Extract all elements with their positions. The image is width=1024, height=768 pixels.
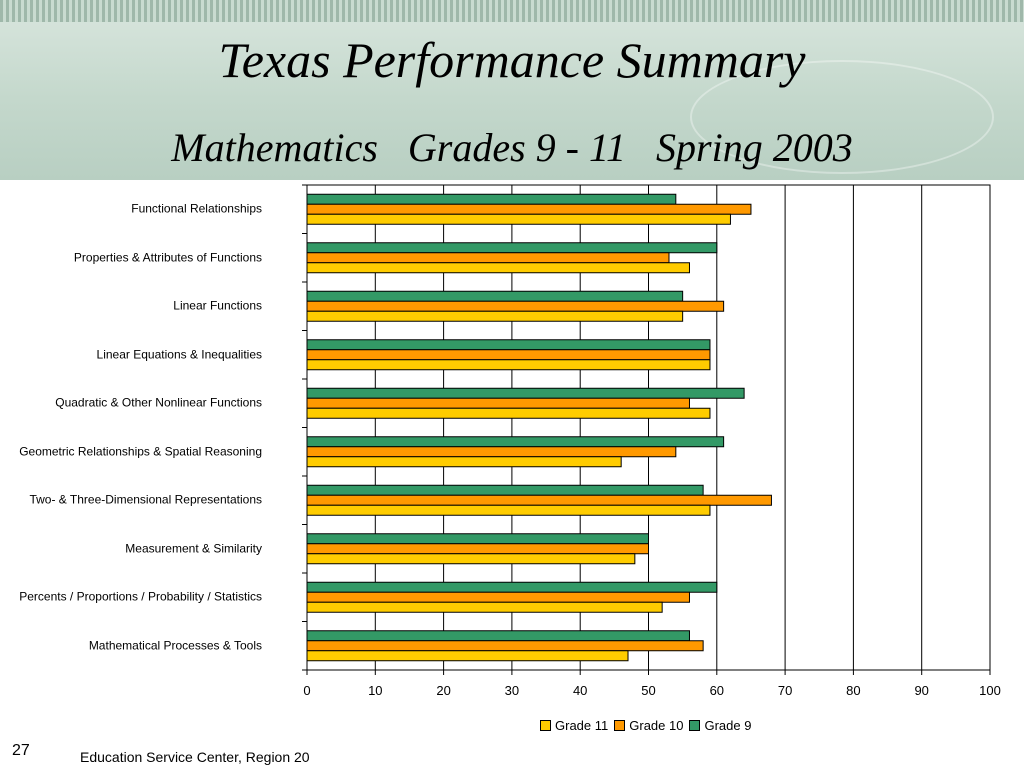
category-label: Geometric Relationships & Spatial Reason… [19, 444, 262, 459]
x-tick-label: 20 [436, 683, 450, 698]
chart-area: 0 10 20 30 40 50 60 70 80 90 100 Functional Relati… [0, 180, 1024, 740]
legend-item: Grade 11 [540, 718, 608, 733]
bar-grade9 [306, 387, 745, 399]
category-label: Quadratic & Other Nonlinear Functions [55, 395, 262, 410]
chart-legend: Grade 11 Grade 10 Grade 9 [540, 715, 757, 735]
bar-grade10 [306, 397, 690, 409]
legend-label: Grade 9 [704, 717, 752, 733]
category-label: Functional Relationships [131, 201, 262, 216]
legend-label: Grade 10 [629, 717, 684, 733]
bar-grade9 [306, 436, 725, 448]
header-band [0, 0, 1024, 180]
bar-grade9 [306, 630, 690, 642]
bar-grade10 [306, 640, 704, 652]
legend-item: Grade 9 [689, 718, 751, 733]
header-stripe [0, 0, 1024, 22]
bar-grade10 [306, 252, 670, 264]
bar-grade9 [306, 581, 718, 593]
category-label: Linear Functions [173, 298, 262, 313]
x-tick-label: 80 [846, 683, 860, 698]
legend-item: Grade 10 [614, 718, 683, 733]
bar-grade10 [306, 349, 711, 361]
slide-number: 27 [12, 742, 30, 759]
x-tick-label: 50 [641, 683, 655, 698]
bar-grade11 [306, 310, 684, 322]
bar-grade9 [306, 290, 684, 302]
bar-grade10 [306, 203, 752, 215]
footer-text: Education Service Center, Region 20 [80, 749, 310, 765]
bar-grade9 [306, 242, 718, 254]
category-label: Percents / Proportions / Probability / S… [19, 589, 262, 604]
x-tick-label: 0 [303, 683, 310, 698]
x-tick-label: 100 [979, 683, 1001, 698]
legend-swatch [614, 719, 626, 731]
bar-grade9 [306, 193, 677, 205]
bar-grade10 [306, 446, 677, 458]
bar-grade11 [306, 650, 629, 662]
category-label: Properties & Attributes of Functions [73, 250, 262, 265]
slide-subtitle: Mathematics Grades 9 - 11 Spring 2003 [171, 125, 853, 170]
bar-grade11 [306, 262, 690, 274]
legend-label: Grade 11 [555, 717, 609, 733]
bar-grade11 [306, 504, 711, 516]
header-watermark [690, 60, 994, 174]
category-labels: Functional Relationships Properties & Att… [0, 180, 268, 690]
bar-grade10 [306, 543, 649, 555]
bar-grade11 [306, 456, 622, 468]
category-label: Mathematical Processes & Tools [88, 638, 262, 653]
slide-title: Texas Performance Summary [218, 32, 806, 88]
bar-grade11 [306, 359, 711, 371]
category-label: Linear Equations & Inequalities [96, 347, 262, 362]
bar-grade11 [306, 601, 663, 613]
legend-swatch [540, 719, 551, 731]
bar-grade9 [306, 339, 711, 351]
bar-grade11 [306, 553, 636, 565]
legend-swatch [689, 719, 701, 731]
bar-chart: 0 10 20 30 40 50 60 70 80 90 100 [302, 184, 1001, 698]
category-label: Two- & Three-Dimensional Representations [29, 492, 262, 507]
x-tick-label: 40 [573, 683, 587, 698]
x-tick-label: 30 [505, 683, 519, 698]
bar-grade9 [306, 533, 649, 545]
category-label: Measurement & Similarity [125, 541, 262, 556]
bar-grade10 [306, 300, 725, 312]
x-tick-label: 60 [710, 683, 724, 698]
x-tick-label: 10 [368, 683, 382, 698]
x-tick-label: 70 [778, 683, 792, 698]
bar-grade10 [306, 591, 690, 603]
bar-grade11 [306, 407, 711, 419]
bar-grade10 [306, 494, 772, 506]
bar-grade9 [306, 484, 704, 496]
x-tick-label: 90 [914, 683, 928, 698]
bar-grade11 [306, 213, 731, 225]
